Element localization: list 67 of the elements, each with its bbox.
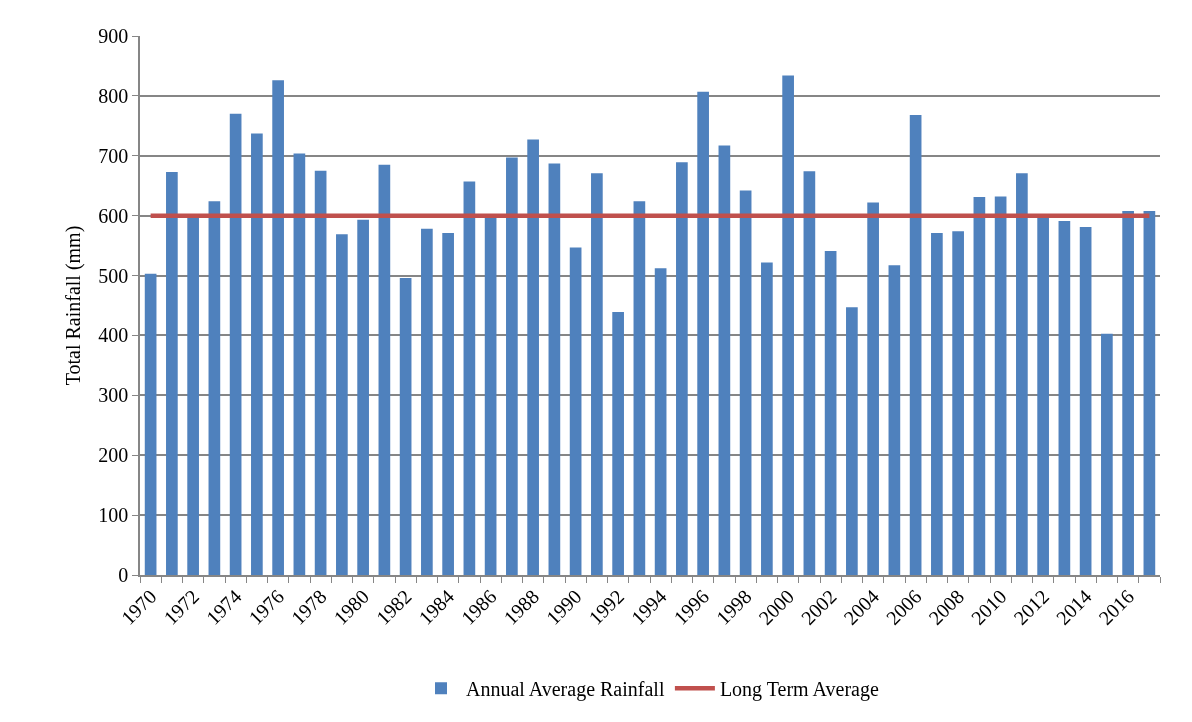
y-tick-label: 100 (98, 504, 129, 527)
bar (952, 231, 964, 575)
bar (994, 196, 1007, 575)
bar (399, 277, 412, 575)
bar (144, 273, 157, 575)
bar (761, 262, 773, 575)
y-tick-label: 400 (98, 324, 129, 347)
bar (824, 251, 837, 575)
bar (888, 265, 901, 575)
bar (357, 219, 369, 575)
bar (527, 139, 539, 575)
bar (591, 173, 603, 575)
bar (846, 307, 858, 575)
bar (931, 233, 943, 575)
bar (569, 247, 582, 575)
bar (272, 80, 284, 575)
legend-label: Annual Average Rainfall (466, 677, 665, 701)
y-tick-label: 500 (98, 264, 129, 287)
bar (612, 312, 624, 575)
bar (442, 233, 454, 575)
bar (251, 133, 263, 575)
legend-label: Long Term Average (719, 677, 879, 701)
bar (421, 228, 433, 575)
y-tick-label: 0 (118, 564, 129, 586)
bar (803, 171, 816, 575)
bar (484, 218, 497, 575)
y-tick-label: 700 (98, 144, 129, 167)
x-tick-label: 1982 (371, 585, 416, 629)
bar (1101, 333, 1113, 575)
y-tick-label: 200 (98, 444, 129, 467)
bar (378, 164, 391, 575)
bar (909, 115, 922, 575)
x-tick-label: 1980 (329, 585, 374, 629)
x-tick-label: 1992 (584, 585, 629, 629)
bar (973, 197, 986, 575)
bar (548, 163, 561, 575)
bar (867, 202, 879, 575)
bar (739, 190, 752, 575)
x-tick-label: 1970 (116, 585, 161, 629)
bar (1079, 227, 1092, 575)
bar (336, 234, 348, 575)
x-tick-label: 1990 (541, 585, 586, 629)
bar (782, 75, 794, 575)
y-tick-label: 600 (98, 204, 129, 227)
bar (166, 171, 178, 575)
bar (314, 170, 327, 575)
bar (697, 91, 709, 575)
y-tick-label: 800 (98, 84, 129, 107)
bar (229, 113, 242, 575)
bar (1122, 210, 1134, 575)
bar (633, 201, 646, 575)
bar (1037, 217, 1049, 575)
bar (293, 153, 306, 575)
bar (654, 268, 667, 575)
bar (208, 201, 221, 575)
x-tick-label: 1972 (159, 585, 204, 629)
bar (718, 145, 731, 575)
bar (187, 217, 199, 575)
y-tick-label: 900 (98, 25, 129, 47)
bar (506, 157, 518, 575)
y-tick-label: 300 (98, 384, 129, 407)
bar (1058, 221, 1071, 575)
bar (463, 181, 476, 575)
bar (1143, 210, 1156, 575)
bar (676, 162, 688, 575)
bar (1016, 173, 1028, 575)
y-axis-title: Total Rainfall (mm) (62, 225, 86, 386)
